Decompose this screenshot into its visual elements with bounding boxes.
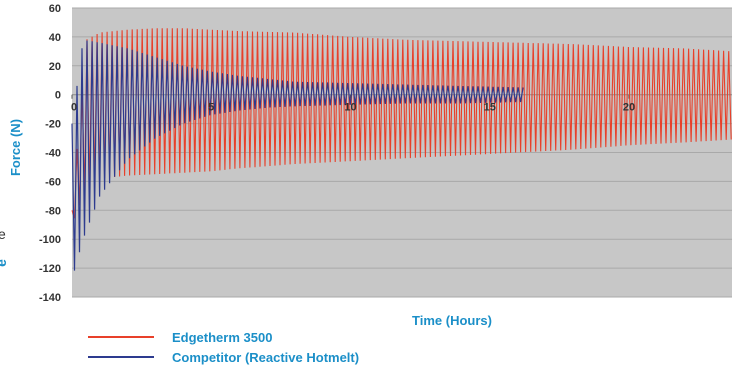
- y-tick-label: 0: [55, 90, 61, 102]
- legend-item-edgetherm: Edgetherm 3500: [88, 328, 272, 346]
- y-tick-label: -140: [39, 292, 61, 304]
- legend-item-competitor: Competitor (Reactive Hotmelt): [88, 348, 359, 366]
- x-axis-title: Time (Hours): [412, 313, 492, 328]
- x-tick-label: 5: [208, 102, 214, 114]
- y-tick-label: -40: [45, 148, 61, 160]
- y-tick-label: -120: [39, 263, 61, 275]
- y-tick-label: 40: [49, 32, 61, 44]
- legend-label-competitor: Competitor (Reactive Hotmelt): [172, 349, 360, 365]
- legend-swatch-edgetherm: [88, 336, 154, 338]
- axis-ticks: 60 40 20 0 -20 -40 -60 -80 -100 -120 -140 0 5 10 15 20: [39, 3, 635, 304]
- legend-label-edgetherm: Edgetherm 3500: [172, 329, 273, 345]
- series-line-edgetherm: [71, 28, 732, 219]
- y-tick-label: 60: [49, 3, 61, 15]
- y-tick-label: -20: [45, 119, 61, 131]
- y-tick-label: 20: [49, 61, 61, 73]
- clipped-text-fragment: e: [0, 259, 9, 267]
- y-tick-label: -80: [45, 205, 61, 217]
- x-tick-label: 15: [484, 102, 496, 114]
- series-line-competitor: [71, 40, 524, 271]
- x-tick-label: 0: [71, 102, 77, 114]
- y-axis-title: Force (N): [8, 119, 23, 176]
- x-tick-label: 10: [344, 102, 356, 114]
- y-tick-label: -60: [45, 176, 61, 188]
- clipped-text-fragment: e: [0, 226, 6, 242]
- series-layer: [71, 28, 732, 271]
- y-tick-label: -100: [39, 234, 61, 246]
- legend-swatch-competitor: [88, 356, 154, 358]
- x-tick-label: 20: [623, 102, 635, 114]
